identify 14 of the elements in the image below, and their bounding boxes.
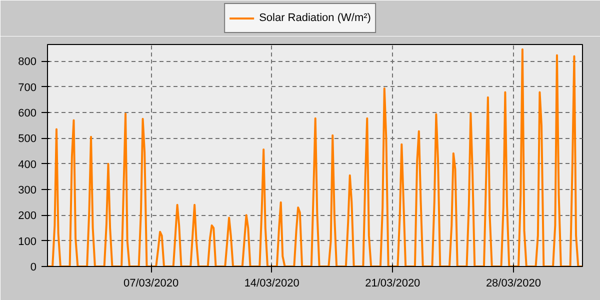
y-tick-label: 600 (18, 108, 37, 120)
legend-label: Solar Radiation (W/m²) (259, 12, 371, 24)
y-tick-label: 100 (18, 236, 37, 248)
y-tick-label: 500 (18, 133, 37, 146)
y-tick-label: 400 (18, 158, 37, 171)
x-tick-label: 14/03/2020 (244, 278, 300, 290)
x-tick-label: 21/03/2020 (365, 278, 420, 290)
y-tick-label: 200 (18, 210, 37, 222)
y-tick-label: 800 (18, 56, 37, 68)
x-tick-label: 28/03/2020 (486, 278, 542, 290)
y-tick-label: 700 (18, 82, 37, 94)
y-tick-label: 0 (30, 262, 37, 274)
y-tick-label: 300 (18, 184, 37, 197)
x-tick-label: 07/03/2020 (124, 278, 179, 290)
